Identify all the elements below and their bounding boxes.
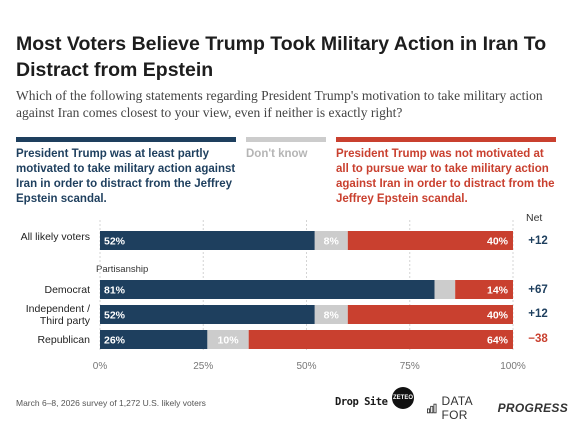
x-tick-label: 75% <box>400 361 420 372</box>
data-label-republican-motivated: 26% <box>104 335 126 347</box>
bar-independent-dont-know <box>314 305 348 324</box>
data-label-all-likely-voters-dont-know: 8% <box>324 236 340 248</box>
zeteo-logo: ZETEO <box>392 387 414 409</box>
legend-label-dont-know: Don't know <box>246 148 308 160</box>
row-label-republican: Republican <box>37 334 90 346</box>
legend-swatch-not-motivated <box>336 137 556 142</box>
net-value-republican: −38 <box>528 333 548 345</box>
bar-republican-motivated <box>100 330 208 349</box>
bar-democrat-not-motivated <box>455 280 513 299</box>
legend-item-motivated: President Trump was at least partly moti… <box>16 137 236 207</box>
row-label-independent: Independent / Third party <box>25 303 90 327</box>
legend-label-not-motivated: President Trump was not motivated at all… <box>336 148 555 205</box>
net-column-header: Net <box>526 212 543 224</box>
data-label-republican-dont-know: 10% <box>218 335 240 347</box>
data-label-independent-dont-know: 8% <box>324 310 340 322</box>
legend-item-not-motivated: President Trump was not motivated at all… <box>336 137 556 207</box>
x-tick-label: 0% <box>93 361 108 372</box>
bar-independent-motivated <box>100 305 315 324</box>
net-value-all-likely-voters: +12 <box>528 235 548 247</box>
bar-democrat-dont-know <box>434 280 456 299</box>
dfp-logo-bold: PROGRESS <box>497 401 568 415</box>
legend-item-dont-know: Don't know <box>246 137 326 162</box>
bar-all-likely-voters-not-motivated <box>347 231 513 250</box>
bar-chart-icon <box>427 403 437 413</box>
bar-all-likely-voters-dont-know <box>314 231 348 250</box>
bar-republican-dont-know <box>207 330 249 349</box>
data-label-independent-not-motivated: 40% <box>487 310 509 322</box>
data-label-democrat-motivated: 81% <box>104 285 126 297</box>
bar-all-likely-voters-motivated <box>100 231 315 250</box>
survey-question: Which of the following statements regard… <box>16 88 543 120</box>
net-value-independent: +12 <box>528 308 548 320</box>
net-value-democrat: +67 <box>528 284 548 296</box>
chart-title: Most Voters Believe Trump Took Military … <box>16 33 547 81</box>
data-label-democrat-not-motivated: 14% <box>487 285 509 297</box>
data-label-all-likely-voters-not-motivated: 40% <box>487 236 509 248</box>
dfp-logo-prefix: DATA FOR <box>441 394 473 422</box>
bar-democrat-motivated <box>100 280 435 299</box>
bar-independent-not-motivated <box>347 305 513 324</box>
data-label-republican-not-motivated: 64% <box>487 335 509 347</box>
legend-label-motivated: President Trump was at least partly moti… <box>16 148 236 205</box>
data-label-all-likely-voters-motivated: 52% <box>104 236 126 248</box>
legend-swatch-dont-know <box>246 137 326 142</box>
legend-swatch-motivated <box>16 137 236 142</box>
x-tick-label: 100% <box>500 361 526 372</box>
bar-republican-not-motivated <box>248 330 513 349</box>
data-label-independent-motivated: 52% <box>104 310 126 322</box>
x-tick-label: 25% <box>193 361 213 372</box>
data-for-progress-logo: DATA FOR PROGRESS <box>427 394 568 422</box>
row-label-all-likely-voters: All likely voters <box>20 231 90 243</box>
survey-footnote: March 6–8, 2026 survey of 1,272 U.S. lik… <box>16 398 206 408</box>
section-label-partisanship: Partisanship <box>96 264 149 275</box>
row-label-democrat: Democrat <box>44 284 90 296</box>
drop-site-logo: Drop Site <box>335 396 388 408</box>
x-tick-label: 50% <box>296 361 316 372</box>
